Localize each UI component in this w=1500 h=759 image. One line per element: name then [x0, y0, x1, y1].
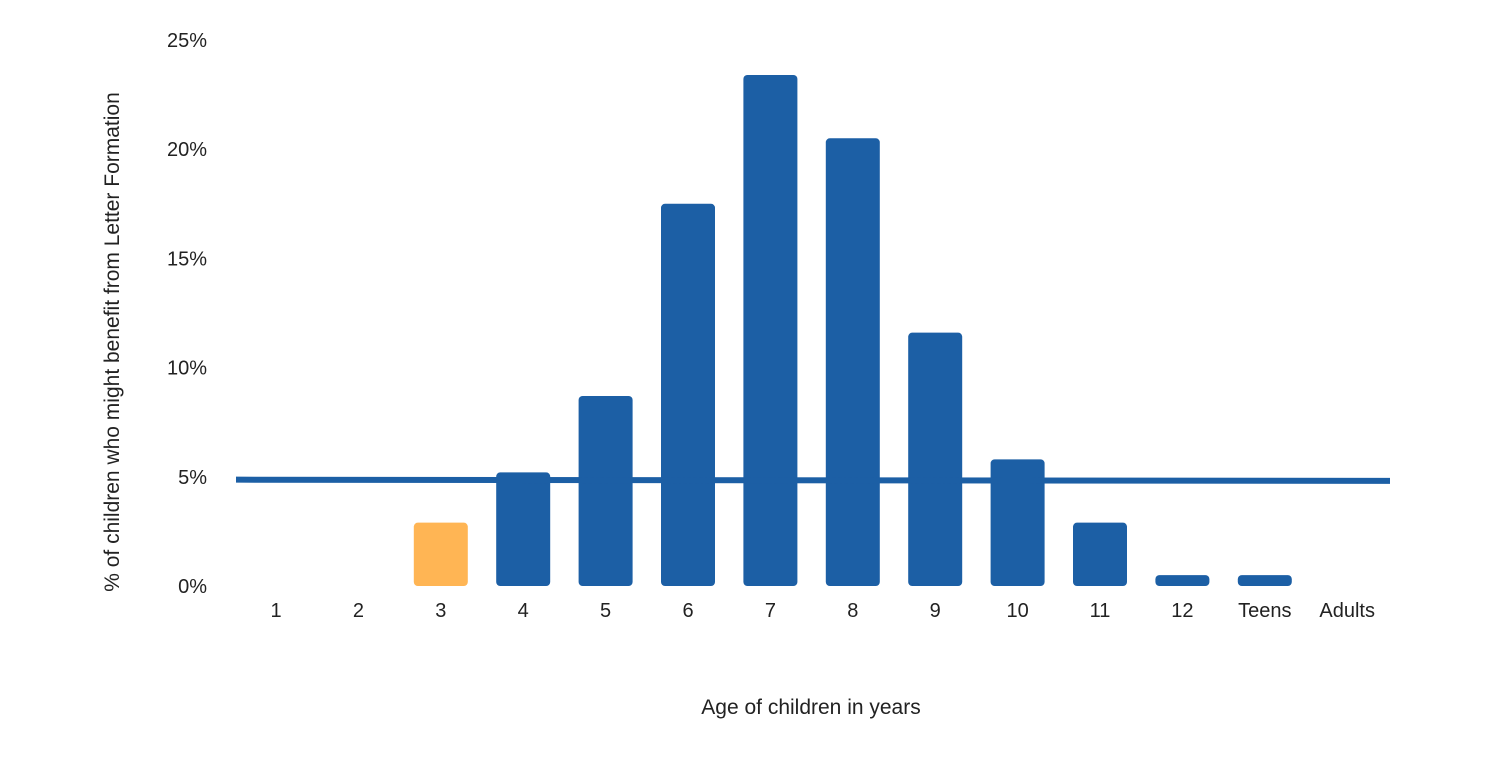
reference-line: [235, 476, 1391, 484]
y-tick-label: 15%: [167, 248, 207, 270]
x-tick-label: 11: [1090, 600, 1111, 622]
bar-3: [413, 522, 468, 586]
bar-7: [743, 74, 798, 586]
y-tick-label: 10%: [167, 358, 207, 380]
x-tick-label: 3: [435, 600, 446, 622]
x-tick-label: 5: [600, 600, 611, 622]
x-tick-label: Teens: [1238, 600, 1291, 622]
x-tick-label: 7: [765, 600, 776, 622]
y-tick-label: 20%: [167, 139, 207, 161]
y-axis-ticks: 0% 5% 10% 15% 20% 25%: [167, 30, 207, 598]
bar-5: [578, 395, 633, 586]
bar-teens: [1237, 575, 1292, 586]
bar-8: [825, 138, 880, 586]
x-tick-label: 12: [1171, 600, 1193, 622]
y-tick-label: 5%: [178, 467, 207, 489]
bar-6: [661, 203, 715, 587]
x-tick-label: 1: [270, 600, 281, 622]
bar-10: [990, 459, 1045, 586]
x-tick-label: 2: [353, 600, 364, 622]
x-tick-label: 9: [930, 600, 941, 622]
bar-9: [908, 332, 963, 586]
x-axis-label: Age of children in years: [701, 696, 920, 719]
bar-12: [1155, 575, 1210, 586]
x-axis-ticks: 1 2 3 4 5 6 7 8 9 10 11 12 Teens Adults: [270, 600, 1375, 622]
y-axis-label: % of children who might benefit from Let…: [101, 92, 124, 592]
y-tick-label: 0%: [178, 576, 207, 598]
x-tick-label: 8: [847, 600, 858, 622]
reference-line-group: [235, 476, 1391, 484]
x-tick-label: 4: [518, 600, 529, 622]
bar-4: [496, 472, 551, 586]
x-tick-label: Adults: [1319, 600, 1375, 622]
y-tick-label: 25%: [167, 30, 207, 52]
x-tick-label: 6: [682, 600, 693, 622]
x-tick-label: 10: [1006, 600, 1028, 622]
bars: [413, 74, 1292, 587]
bar-11: [1073, 522, 1127, 586]
